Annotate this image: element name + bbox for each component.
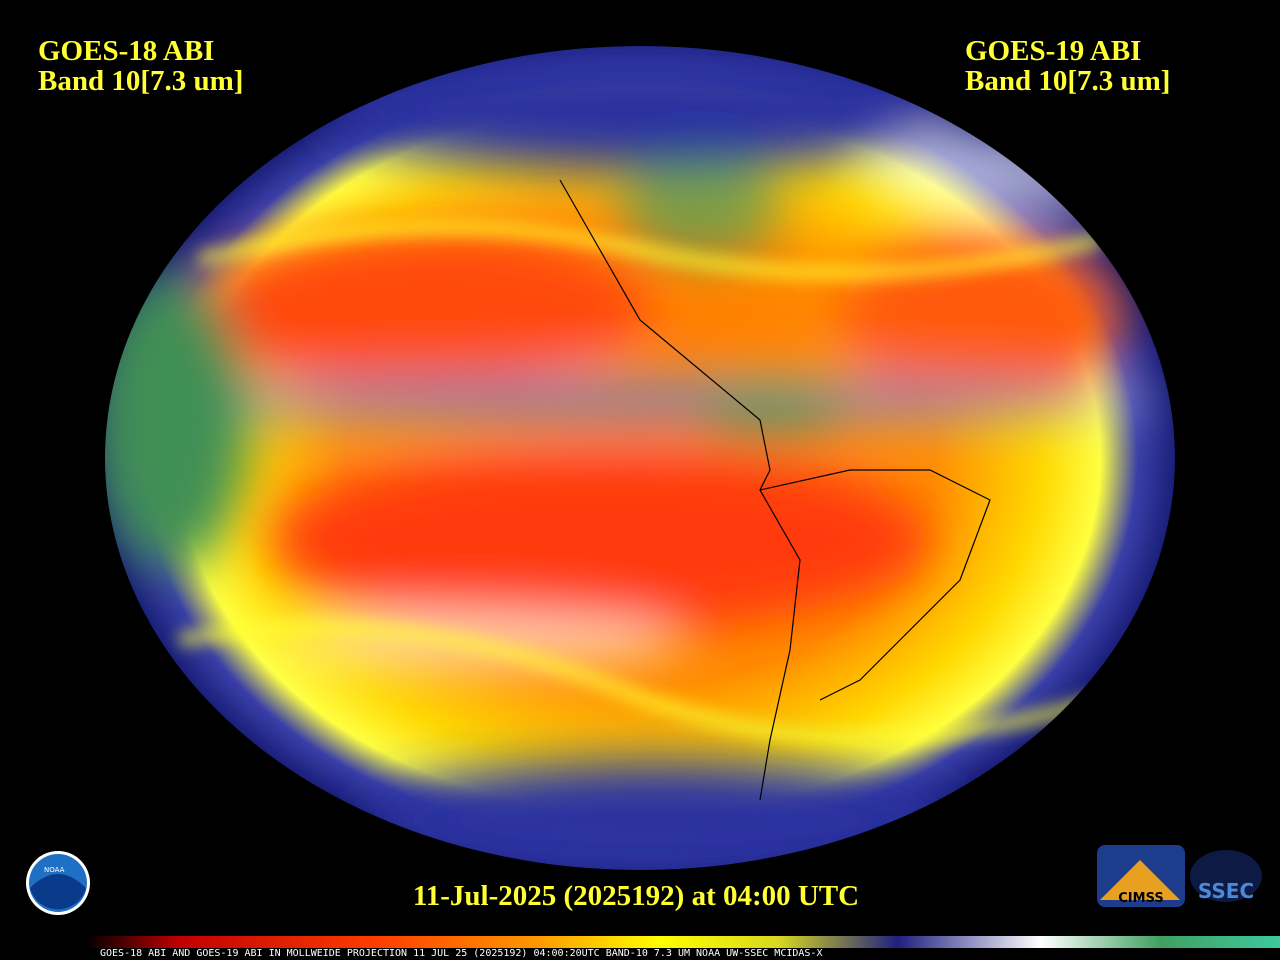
noaa-text: NOAA bbox=[44, 866, 65, 874]
left-satellite: GOES-18 ABI bbox=[38, 35, 214, 67]
timestamp: 11-Jul-2025 (2025192) at 04:00 UTC bbox=[413, 880, 859, 912]
cimss-text: CIMSS bbox=[1118, 891, 1163, 906]
ssec-text: SSEC bbox=[1198, 879, 1254, 903]
left-band: Band 10[7.3 um] bbox=[38, 65, 243, 97]
color-bar bbox=[85, 936, 1280, 948]
noaa-logo: NOAA bbox=[26, 851, 90, 915]
footer-caption: GOES-18 ABI AND GOES-19 ABI IN MOLLWEIDE… bbox=[100, 948, 822, 959]
cimss-logo: CIMSS bbox=[1097, 845, 1185, 907]
right-band: Band 10[7.3 um] bbox=[965, 65, 1170, 97]
right-satellite: GOES-19 ABI bbox=[965, 35, 1141, 67]
globe bbox=[105, 46, 1175, 870]
ssec-logo: SSEC bbox=[1190, 850, 1262, 903]
